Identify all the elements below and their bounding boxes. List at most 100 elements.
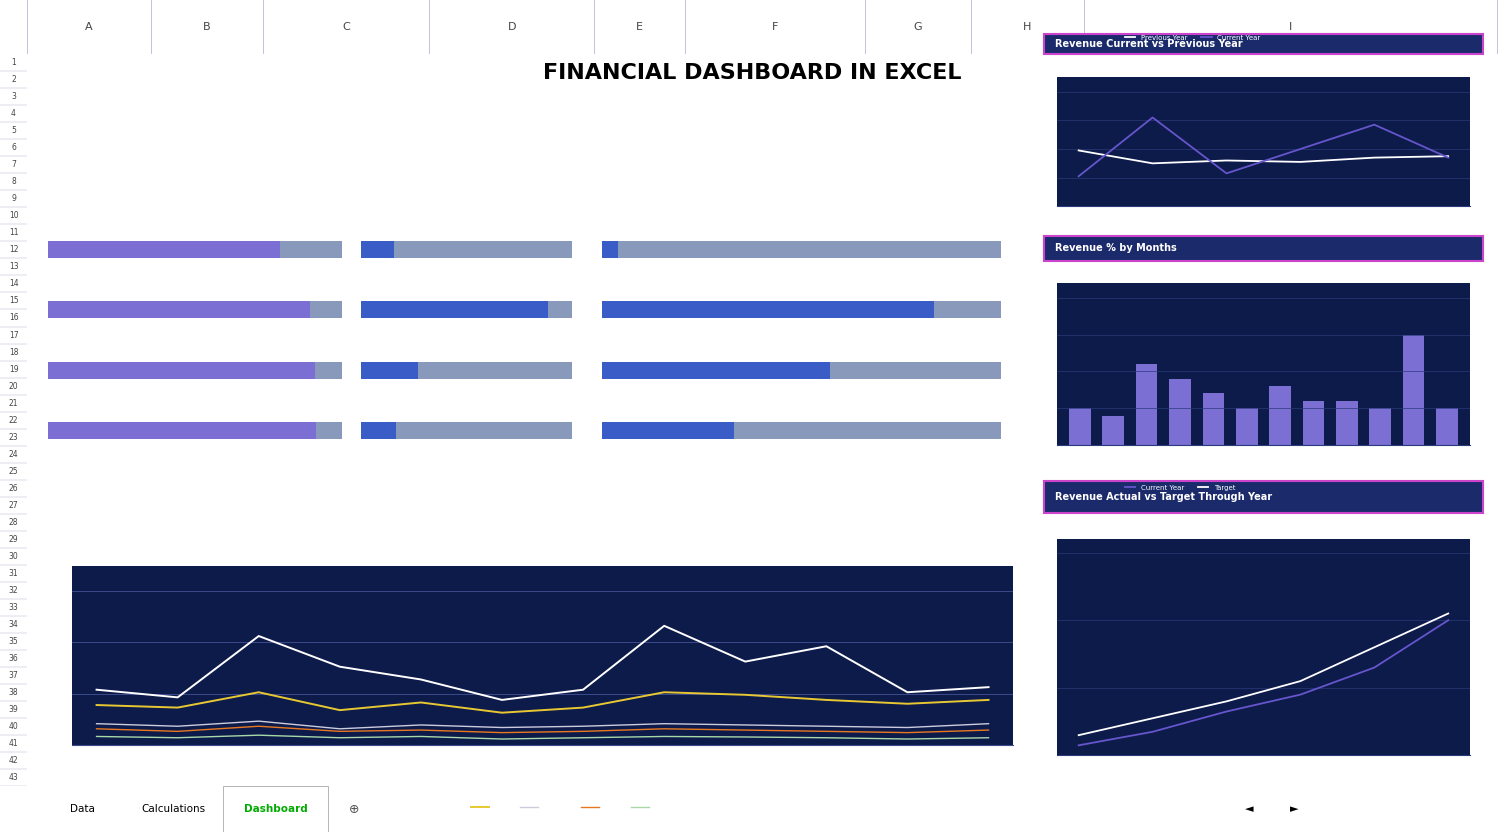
Text: H: H (1023, 22, 1031, 32)
Target (1365, 642, 1383, 652)
France (573, 721, 591, 731)
USA (980, 695, 998, 705)
Text: 10: 10 (992, 228, 1001, 237)
Bar (48, 301, 342, 318)
France (898, 722, 917, 732)
Germany (817, 641, 835, 651)
Text: Revenue Current vs Previous Year: Revenue Current vs Previous Year (1055, 39, 1243, 49)
Current Year (1218, 168, 1236, 178)
Line: Previous Year: Previous Year (1079, 151, 1448, 163)
Bar (48, 240, 342, 258)
Text: € 2111K: € 2111K (306, 97, 427, 123)
Bar (361, 362, 572, 379)
Norway (736, 732, 754, 742)
Text: 36: 36 (9, 654, 18, 663)
Norway (412, 731, 430, 741)
Legend: Germany, USA, France, Italy, Norway: Germany, USA, France, Italy, Norway (394, 799, 691, 815)
Bar (1136, 364, 1157, 445)
Bar (48, 362, 342, 379)
Line: Italy: Italy (96, 726, 989, 733)
Legend: Previous Year, Current Year: Previous Year, Current Year (1123, 32, 1263, 43)
USA (573, 702, 591, 712)
Norway (87, 731, 105, 741)
Text: 105: 105 (54, 97, 110, 123)
Bar (1370, 409, 1391, 445)
Bar (602, 240, 1001, 258)
Text: Countries Overview: Countries Overview (62, 510, 200, 522)
Text: 20: 20 (9, 382, 18, 390)
Text: 16: 16 (9, 314, 18, 323)
Bar (602, 301, 1001, 318)
Text: 2: 2 (11, 75, 17, 84)
Italy (494, 728, 512, 738)
Current Year (1291, 690, 1309, 700)
Text: FINANCIAL DASHBOARD IN EXCEL: FINANCIAL DASHBOARD IN EXCEL (543, 63, 962, 83)
USA (169, 702, 187, 712)
Current Year (1439, 615, 1457, 626)
Text: 43: 43 (9, 773, 18, 782)
France (87, 719, 105, 729)
Previous Year (1291, 157, 1309, 167)
Italy (980, 725, 998, 735)
Bar (602, 362, 831, 379)
Germany (87, 685, 105, 695)
Text: 35: 35 (9, 637, 18, 646)
Text: 31: 31 (9, 569, 18, 578)
Norway (573, 733, 591, 743)
USA (817, 695, 835, 705)
Text: 1: 1 (11, 58, 17, 67)
Previous Year (1365, 152, 1383, 162)
Italy (169, 726, 187, 736)
Text: 14: 14 (9, 280, 18, 289)
Italy (87, 724, 105, 734)
Current Year (1144, 727, 1162, 737)
Text: 6: 6 (11, 143, 17, 152)
Line: France: France (96, 721, 989, 729)
Text: Customers with Max. Revenue: Customers with Max. Revenue (48, 190, 203, 199)
Text: 21: 21 (9, 399, 18, 408)
Text: 42: 42 (9, 756, 18, 765)
Italy (736, 725, 754, 735)
Germany (331, 661, 349, 671)
Target (1439, 608, 1457, 618)
Bar (48, 423, 316, 439)
Text: C: C (342, 22, 351, 32)
Bar (1269, 386, 1291, 445)
Text: Data: Data (71, 804, 95, 815)
Bar (1202, 394, 1224, 445)
Text: 40: 40 (9, 722, 18, 731)
Text: ⊕: ⊕ (349, 803, 358, 815)
Text: Revenue % by Months: Revenue % by Months (1055, 244, 1177, 254)
Bar (48, 423, 342, 439)
Text: 39: 39 (9, 705, 18, 714)
Text: Customer #7: Customer #7 (48, 349, 99, 359)
France (655, 719, 673, 729)
Norway (331, 733, 349, 743)
Current Year (1365, 120, 1383, 130)
Line: Norway: Norway (96, 735, 989, 739)
Text: 27: 27 (9, 501, 18, 510)
FancyBboxPatch shape (1043, 34, 1484, 54)
Line: Current Year: Current Year (1079, 620, 1448, 745)
Current Year (1144, 112, 1162, 122)
Line: Target: Target (1079, 613, 1448, 735)
Text: 23: 23 (9, 433, 18, 442)
Bar (361, 240, 394, 258)
Text: I: I (1288, 22, 1293, 32)
Germany (898, 687, 917, 697)
Bar (1102, 416, 1124, 445)
Text: 81: 81 (563, 349, 572, 359)
Bar (361, 240, 572, 258)
Current Year (1365, 662, 1383, 672)
Italy (817, 726, 835, 736)
Text: 8: 8 (11, 177, 17, 186)
Text: Dashboard: Dashboard (244, 804, 307, 815)
Text: Customer #44: Customer #44 (48, 228, 104, 237)
USA (87, 700, 105, 710)
FancyBboxPatch shape (1043, 481, 1484, 513)
Bar (48, 240, 280, 258)
Current Year (1070, 740, 1088, 750)
Bar (361, 423, 572, 439)
Bar (1169, 379, 1190, 445)
Norway (169, 733, 187, 743)
